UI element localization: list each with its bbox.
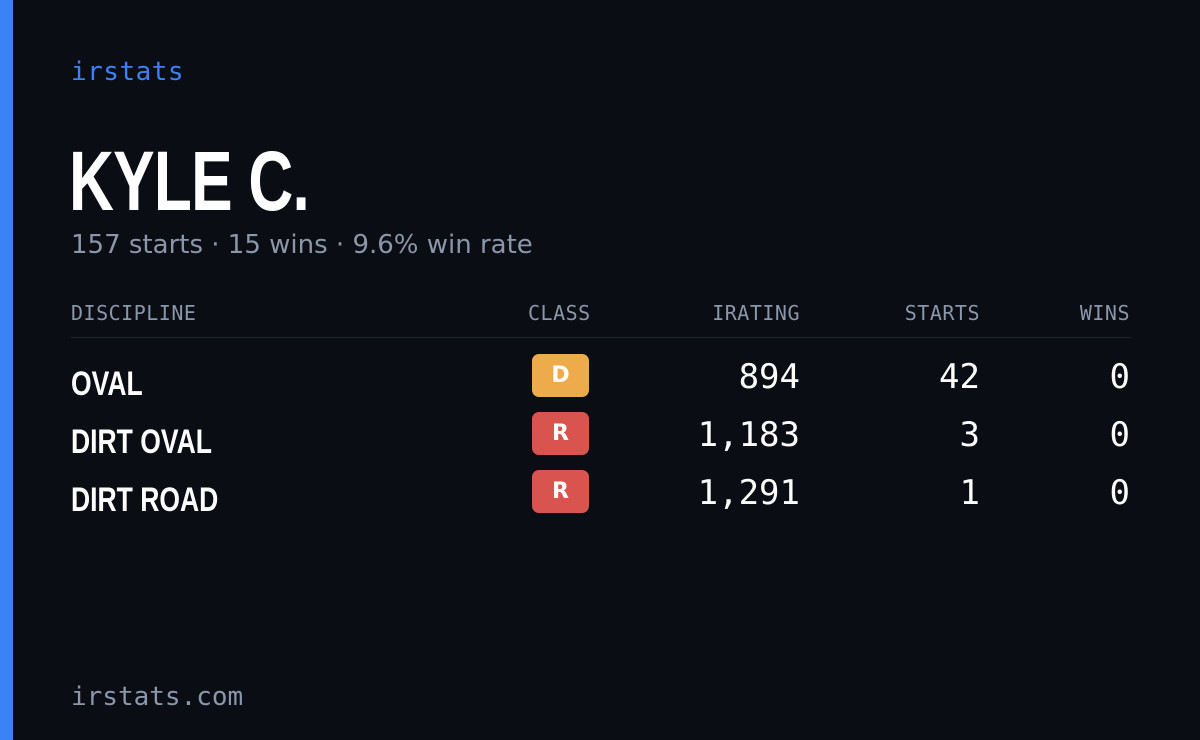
class-badge: R [532, 470, 589, 513]
header-starts: STARTS [904, 301, 980, 325]
footer-url[interactable]: irstats.com [71, 682, 244, 712]
class-badge: R [532, 412, 589, 455]
table-row: DIRT OVAL R 1,183 3 0 [71, 412, 1131, 470]
player-summary: 157 starts · 15 wins · 9.6% win rate [71, 230, 533, 260]
header-class: CLASS [528, 301, 591, 325]
table-row: DIRT ROAD R 1,291 1 0 [71, 470, 1131, 528]
brand-logo[interactable]: irstats [71, 57, 185, 87]
player-name: KYLE C. [69, 134, 310, 228]
header-discipline: DISCIPLINE [71, 301, 197, 325]
wins-value: 0 [1109, 473, 1130, 513]
discipline-name: DIRT ROAD [71, 481, 219, 519]
wins-value: 0 [1109, 357, 1130, 397]
stats-table: DISCIPLINE CLASS IRATING STARTS WINS OVA… [71, 296, 1131, 528]
starts-value: 42 [939, 357, 980, 397]
class-badge: D [532, 354, 589, 397]
table-header: DISCIPLINE CLASS IRATING STARTS WINS [71, 296, 1131, 338]
accent-bar [0, 0, 13, 740]
irating-value: 1,183 [697, 415, 800, 455]
discipline-name: OVAL [71, 365, 143, 403]
starts-value: 3 [959, 415, 980, 455]
header-wins: WINS [1079, 301, 1130, 325]
wins-value: 0 [1109, 415, 1130, 455]
irating-value: 1,291 [697, 473, 800, 513]
table-body: OVAL D 894 42 0 DIRT OVAL R 1,183 3 0 DI… [71, 338, 1131, 528]
table-row: OVAL D 894 42 0 [71, 354, 1131, 412]
starts-value: 1 [959, 473, 980, 513]
header-irating: IRATING [712, 301, 800, 325]
irating-value: 894 [738, 357, 800, 397]
discipline-name: DIRT OVAL [71, 423, 212, 461]
